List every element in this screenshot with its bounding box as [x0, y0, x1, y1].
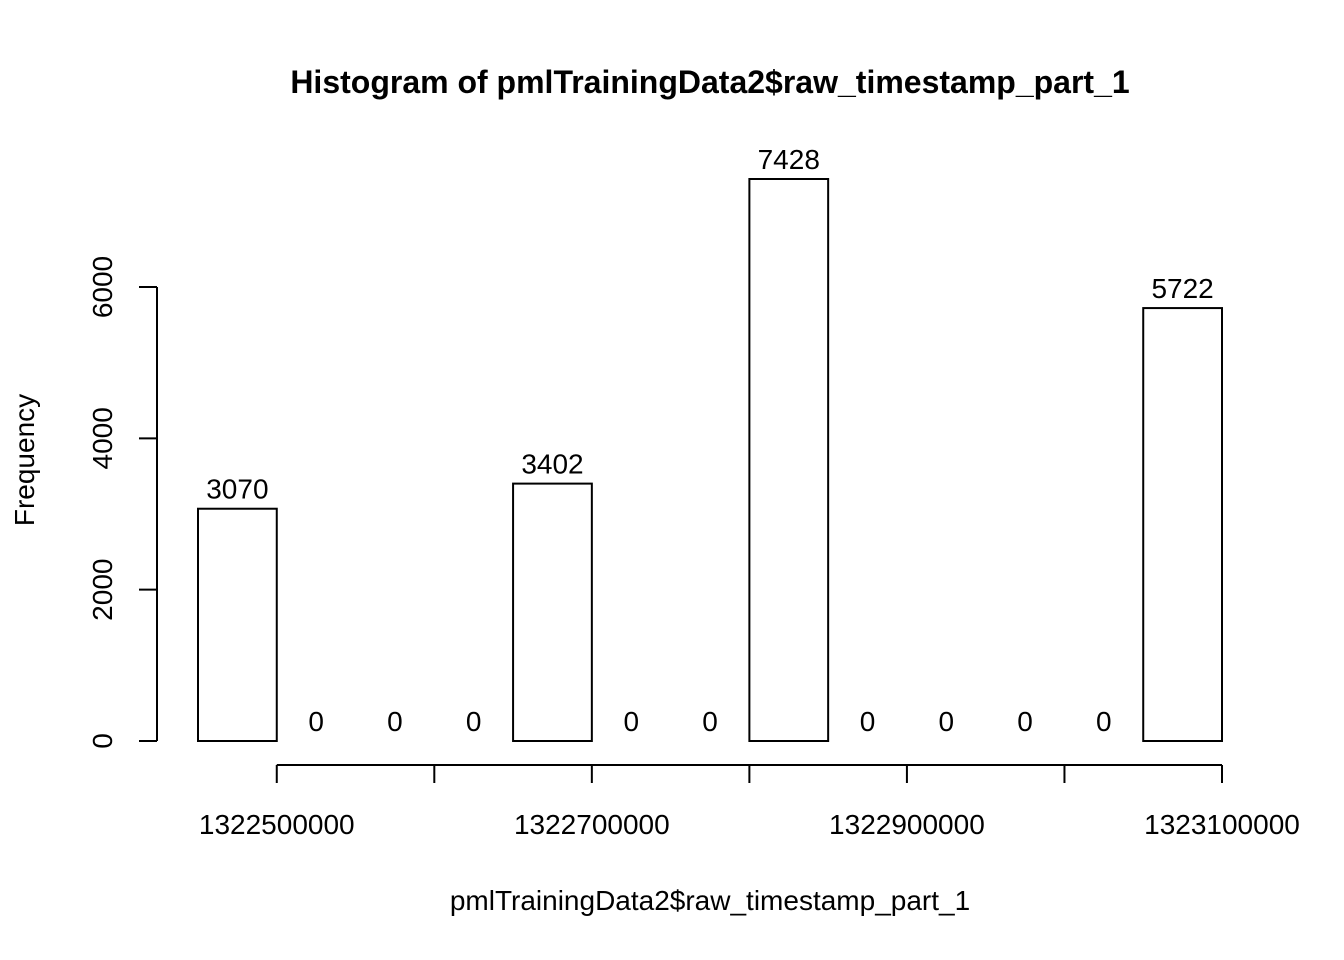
bar-value-label: 3070 — [206, 474, 268, 505]
bar-value-label: 7428 — [758, 144, 820, 175]
bar-value-label: 0 — [1017, 706, 1033, 737]
histogram-bar — [197, 507, 278, 742]
x-axis: 1322500000 1322700000 1322900000 1323100000 — [199, 764, 1300, 840]
x-tick-label: 1323100000 — [1144, 809, 1300, 840]
chart-title: Histogram of pmlTrainingData2$raw_timest… — [290, 64, 1129, 100]
y-axis-title: Frequency — [9, 394, 40, 526]
bars-group — [197, 178, 1223, 742]
x-axis-title: pmlTrainingData2$raw_timestamp_part_1 — [450, 885, 970, 916]
bar-value-label: 0 — [387, 706, 403, 737]
bar-value-label: 0 — [623, 706, 639, 737]
y-tick-label: 4000 — [87, 407, 118, 469]
bar-value-label: 5722 — [1151, 273, 1213, 304]
x-tick-label: 1322700000 — [514, 809, 670, 840]
y-tick-label: 6000 — [87, 256, 118, 318]
histogram-bar — [512, 482, 593, 742]
histogram-bar — [748, 178, 830, 742]
x-tick-label: 1322900000 — [829, 809, 985, 840]
bar-value-label: 0 — [466, 706, 482, 737]
x-tick-label: 1322500000 — [199, 809, 355, 840]
bar-value-label: 0 — [702, 706, 718, 737]
bar-value-label: 0 — [308, 706, 324, 737]
y-tick-label: 2000 — [87, 559, 118, 621]
bar-labels-group: 3070 0 0 0 3402 0 0 7428 0 0 0 0 5722 — [206, 144, 1214, 737]
y-tick-label: 0 — [87, 733, 118, 749]
bar-value-label: 0 — [860, 706, 876, 737]
bar-value-label: 3402 — [521, 449, 583, 480]
bar-value-label: 0 — [1096, 706, 1112, 737]
bar-value-label: 0 — [939, 706, 955, 737]
y-axis: 0 2000 4000 6000 — [87, 256, 158, 749]
histogram-bar — [1142, 307, 1223, 742]
